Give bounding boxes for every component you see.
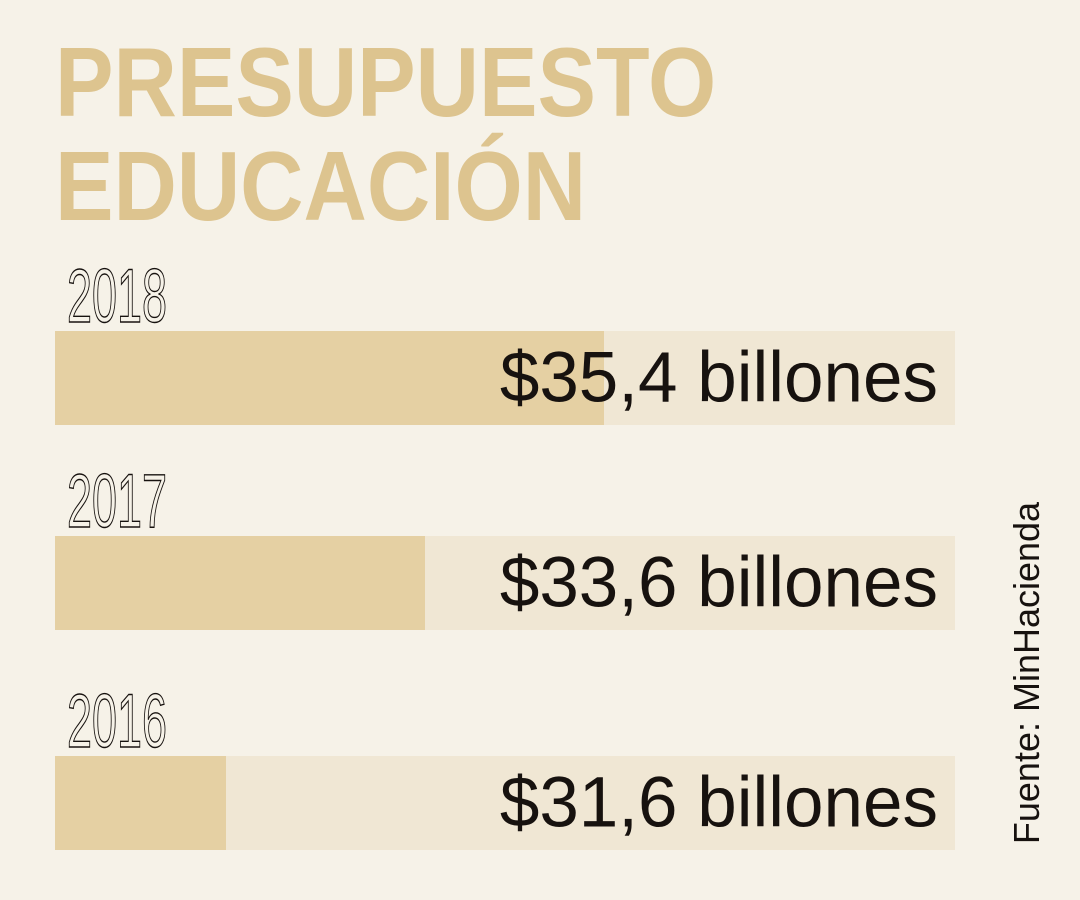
svg-text:PRESUPUESTO: PRESUPUESTO: [55, 28, 716, 137]
svg-text:EDUCACIÓN: EDUCACIÓN: [55, 131, 586, 238]
svg-text:2016: 2016: [67, 679, 167, 764]
svg-text:2018: 2018: [67, 254, 167, 339]
svg-text:2017: 2017: [67, 459, 167, 544]
